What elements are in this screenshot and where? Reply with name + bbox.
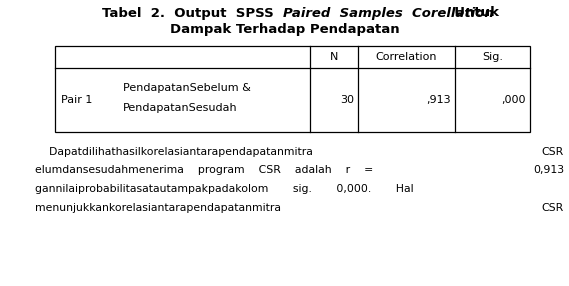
Text: PendapatanSebelum &: PendapatanSebelum & [123, 83, 251, 93]
Text: elumdansesudahmenerima    program    CSR    adalah    r    =: elumdansesudahmenerima program CSR adala… [35, 165, 373, 175]
Text: Correlation: Correlation [376, 52, 437, 62]
Text: gannilaiprobabilitasatautampakpadakolom       sig.       0,000.       Hal: gannilaiprobabilitasatautampakpadakolom … [35, 184, 414, 194]
Text: Tabel  2.  Output  SPSS: Tabel 2. Output SPSS [102, 7, 283, 19]
Text: CSR: CSR [542, 203, 564, 213]
Text: Sig.: Sig. [482, 52, 503, 62]
Bar [55, 46, 530, 132]
Text: ,913: ,913 [426, 95, 451, 105]
Text: PendapatanSesudah: PendapatanSesudah [123, 103, 238, 113]
Text: 30: 30 [340, 95, 354, 105]
Text: 0,913: 0,913 [533, 165, 564, 175]
Text: Dampak Terhadap Pendapatan: Dampak Terhadap Pendapatan [170, 23, 399, 35]
Text: Paired  Samples  Corellation: Paired Samples Corellation [283, 7, 494, 19]
Text: Untuk: Untuk [445, 7, 499, 19]
Text: menunjukkankorelasiantarapendapatanmitra: menunjukkankorelasiantarapendapatanmitra [35, 203, 281, 213]
Text: CSR: CSR [542, 147, 564, 157]
Text: N: N [330, 52, 338, 62]
Text: Pair 1: Pair 1 [61, 95, 92, 105]
Text: ,000: ,000 [501, 95, 526, 105]
Text: Dapatdilihathasilkorelasiantarapendapatanmitra: Dapatdilihathasilkorelasiantarapendapata… [35, 147, 313, 157]
